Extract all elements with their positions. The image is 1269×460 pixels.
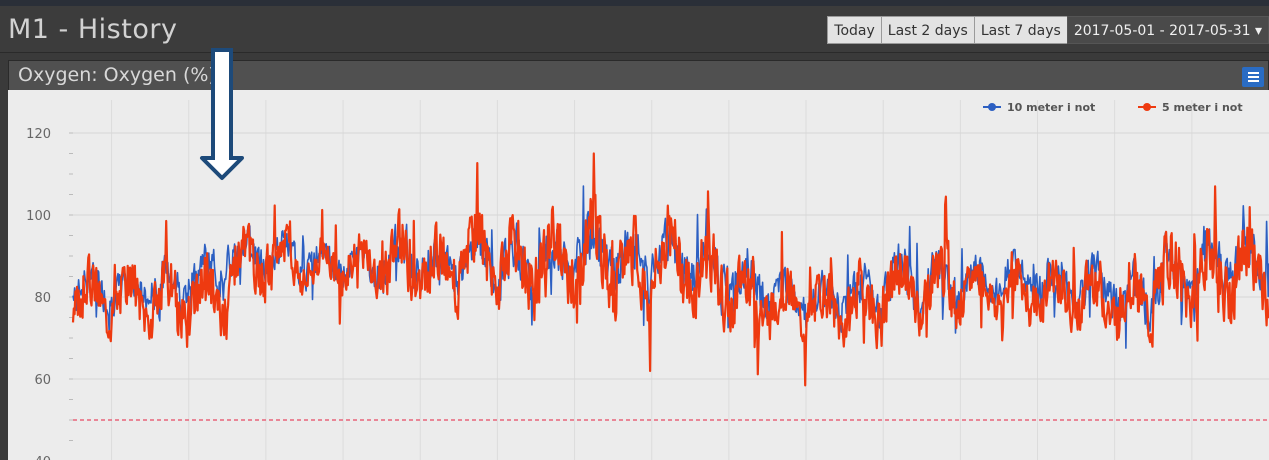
y-tick-label: 100: [26, 209, 51, 224]
last-2-days-button[interactable]: Last 2 days: [880, 16, 974, 44]
series-line-1: [72, 185, 1269, 349]
last-7-days-button[interactable]: Last 7 days: [973, 16, 1067, 44]
y-tick-label: 120: [26, 127, 51, 142]
legend-marker-1: [988, 103, 996, 111]
legend-marker-2: [1143, 103, 1151, 111]
oxygen-line-chart: 40 60 80 100 120 10 meter i not 5 meter i not: [26, 100, 1269, 460]
legend-label-2: 5 meter i not: [1162, 101, 1243, 114]
menu-icon: [1248, 72, 1259, 74]
top-strip: [0, 0, 1269, 6]
panel-title: Oxygen: Oxygen (%): [18, 64, 216, 86]
y-tick-label: 60: [34, 373, 51, 388]
date-range-picker[interactable]: 2017-05-01 - 2017-05-31 ▾: [1066, 16, 1269, 44]
page-title: M1 - History: [8, 14, 178, 45]
legend-label-1: 10 meter i not: [1007, 101, 1095, 114]
time-range-buttons: Today Last 2 days Last 7 days 2017-05-01…: [827, 16, 1269, 44]
today-button[interactable]: Today: [827, 16, 881, 44]
chart-menu-button[interactable]: [1242, 67, 1264, 87]
menu-icon-bar: [1248, 80, 1259, 82]
date-range-value: 2017-05-01 - 2017-05-31: [1073, 23, 1251, 39]
page-header: M1 - History Today Last 2 days Last 7 da…: [0, 6, 1269, 53]
y-tick-label: 80: [34, 291, 51, 306]
panel-header: Oxygen: Oxygen (%): [9, 61, 1268, 91]
menu-icon-bar: [1248, 76, 1259, 78]
chevron-down-icon: ▾: [1254, 23, 1262, 39]
y-tick-label: 40: [34, 455, 51, 460]
chart-plot-area: 40 60 80 100 120 10 meter i not 5 meter i not: [8, 90, 1269, 460]
series-line-2: [71, 152, 1269, 387]
